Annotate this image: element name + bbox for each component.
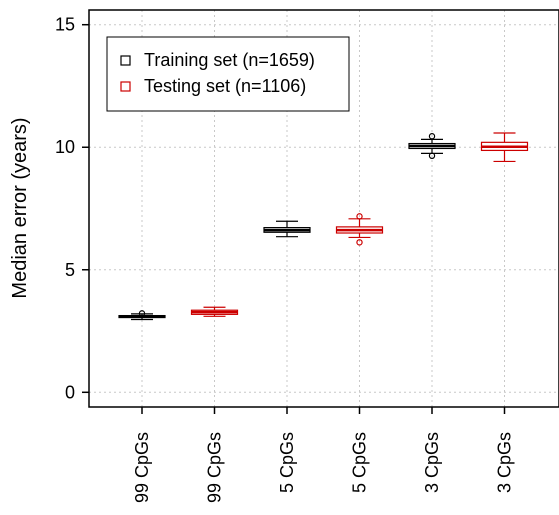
x-tick-label: 99 CpGs	[205, 432, 225, 503]
outlier-point	[138, 310, 146, 317]
x-tick-label: 5 CpGs	[350, 432, 370, 493]
box-group	[190, 306, 239, 317]
box-group	[118, 310, 166, 321]
outlier-point	[428, 133, 436, 140]
x-axis: 99 CpGs 99 CpGs 5 CpGs 5 CpGs 3 CpGs 3 CpGs	[132, 407, 515, 503]
y-axis: 0 5 10 15	[55, 15, 89, 402]
box-group	[408, 133, 456, 160]
outlier-point	[356, 239, 363, 246]
outlier-point	[428, 152, 436, 160]
x-tick-label: 3 CpGs	[495, 432, 515, 493]
x-tick-label: 99 CpGs	[132, 432, 152, 503]
y-tick-label: 15	[55, 15, 75, 35]
box-group	[335, 213, 384, 246]
y-axis-title: Median error (years)	[9, 117, 31, 298]
x-tick-label: 3 CpGs	[422, 432, 442, 493]
y-tick-label: 10	[55, 137, 75, 157]
y-tick-label: 0	[65, 382, 75, 402]
legend: Training set (n=1659) Testing set (n=110…	[106, 36, 350, 112]
legend-swatch-training	[120, 55, 131, 66]
plot-frame	[88, 9, 559, 408]
legend-swatch-testing	[120, 81, 131, 92]
boxes	[118, 132, 529, 321]
legend-label-training: Training set (n=1659)	[144, 50, 315, 70]
y-tick-label: 5	[65, 260, 75, 280]
legend-label-testing: Testing set (n=1106)	[144, 76, 306, 96]
box-group	[480, 132, 529, 163]
legend-box	[106, 36, 350, 112]
outlier-point	[356, 213, 363, 220]
x-tick-label: 5 CpGs	[277, 432, 297, 493]
box-group	[263, 220, 311, 238]
